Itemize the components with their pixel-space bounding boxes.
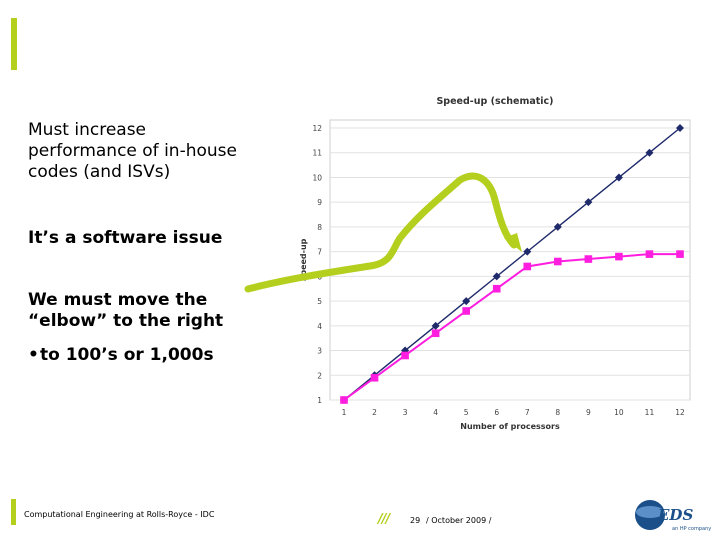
- ideal-point: [676, 124, 684, 132]
- plot-area: [329, 119, 691, 401]
- elbow-text: We must move the “elbow” to the right: [28, 290, 223, 332]
- bullet-text: to 100’s or 1,000s: [40, 345, 214, 365]
- ideal-point: [462, 297, 471, 306]
- y-tick-label: 9: [317, 198, 322, 207]
- actual-point: [370, 373, 379, 382]
- x-tick-label: 8: [555, 408, 560, 417]
- eds-logo-wordmark: EDS: [657, 506, 693, 524]
- actual-point: [584, 255, 593, 263]
- page-number: 29: [410, 516, 421, 525]
- ideal-point: [523, 247, 532, 256]
- footer-slashes: ///: [378, 512, 390, 527]
- ideal-point: [431, 321, 440, 330]
- footer-company: Computational Engineering at Rolls-Royce…: [24, 510, 215, 519]
- x-tick-labels: 1 2 3 4 5 6 7 8 9 10 11 12: [342, 408, 685, 417]
- intro-line-1: Must increase: [28, 120, 147, 140]
- x-tick-label: 2: [372, 408, 377, 417]
- actual-point: [462, 307, 470, 315]
- x-tick-label: 1: [342, 408, 347, 417]
- actual-point: [401, 351, 409, 360]
- x-tick-label: 5: [464, 408, 469, 417]
- ideal-point: [645, 148, 654, 157]
- ideal-point: [584, 198, 593, 207]
- intro-text: Must increase performance of in-house co…: [28, 120, 237, 183]
- actual-point: [492, 284, 501, 293]
- y-tick-label: 12: [312, 124, 322, 133]
- x-tick-label: 11: [645, 408, 655, 417]
- chart-title: Speed-up (schematic): [436, 96, 553, 107]
- y-tick-label: 2: [317, 371, 322, 380]
- actual-point: [676, 250, 684, 258]
- actual-point: [645, 250, 654, 258]
- x-tick-label: 9: [586, 408, 591, 417]
- y-axis-label: Speed-up: [299, 238, 308, 281]
- y-tick-label: 3: [317, 347, 322, 356]
- x-tick-label: 7: [525, 408, 530, 417]
- elbow-line-1: We must move the: [28, 290, 208, 310]
- intro-line-3: codes (and ISVs): [28, 162, 171, 182]
- x-tick-label: 12: [675, 408, 685, 417]
- actual-point: [615, 252, 623, 261]
- y-tick-label: 11: [312, 149, 322, 158]
- y-tick-label: 7: [317, 248, 322, 257]
- y-tick-label: 6: [317, 272, 322, 281]
- x-axis-label: Number of processors: [460, 422, 560, 431]
- ideal-point: [614, 173, 623, 182]
- actual-point: [431, 329, 440, 338]
- bullet-marker: •: [28, 345, 39, 365]
- issue-heading: It’s a software issue: [28, 228, 223, 248]
- top-accent-bar: [11, 18, 17, 70]
- x-tick-label: 6: [494, 408, 499, 417]
- y-tick-label: 5: [317, 297, 322, 306]
- elbow-line-2: “elbow” to the right: [28, 311, 224, 331]
- bullet-item: •to 100’s or 1,000s: [28, 345, 214, 366]
- y-tick-label: 10: [312, 173, 322, 182]
- ideal-point: [553, 222, 562, 231]
- y-tick-label: 8: [317, 223, 322, 232]
- intro-line-2: performance of in-house: [28, 141, 237, 161]
- y-tick-label: 1: [317, 396, 322, 405]
- footer-date: / October 2009 /: [426, 516, 492, 525]
- eds-logo-tagline: an HP company: [672, 526, 711, 532]
- eds-logo-swoosh: [636, 506, 664, 518]
- y-tick-label: 4: [317, 322, 322, 331]
- actual-point: [554, 257, 562, 266]
- actual-point: [523, 262, 532, 271]
- x-tick-label: 10: [614, 408, 624, 417]
- x-tick-label: 4: [433, 408, 438, 417]
- eds-logo: EDS an HP company: [635, 500, 711, 532]
- footer-accent-bar: [11, 499, 16, 525]
- actual-point: [340, 396, 348, 404]
- x-tick-label: 3: [403, 408, 408, 417]
